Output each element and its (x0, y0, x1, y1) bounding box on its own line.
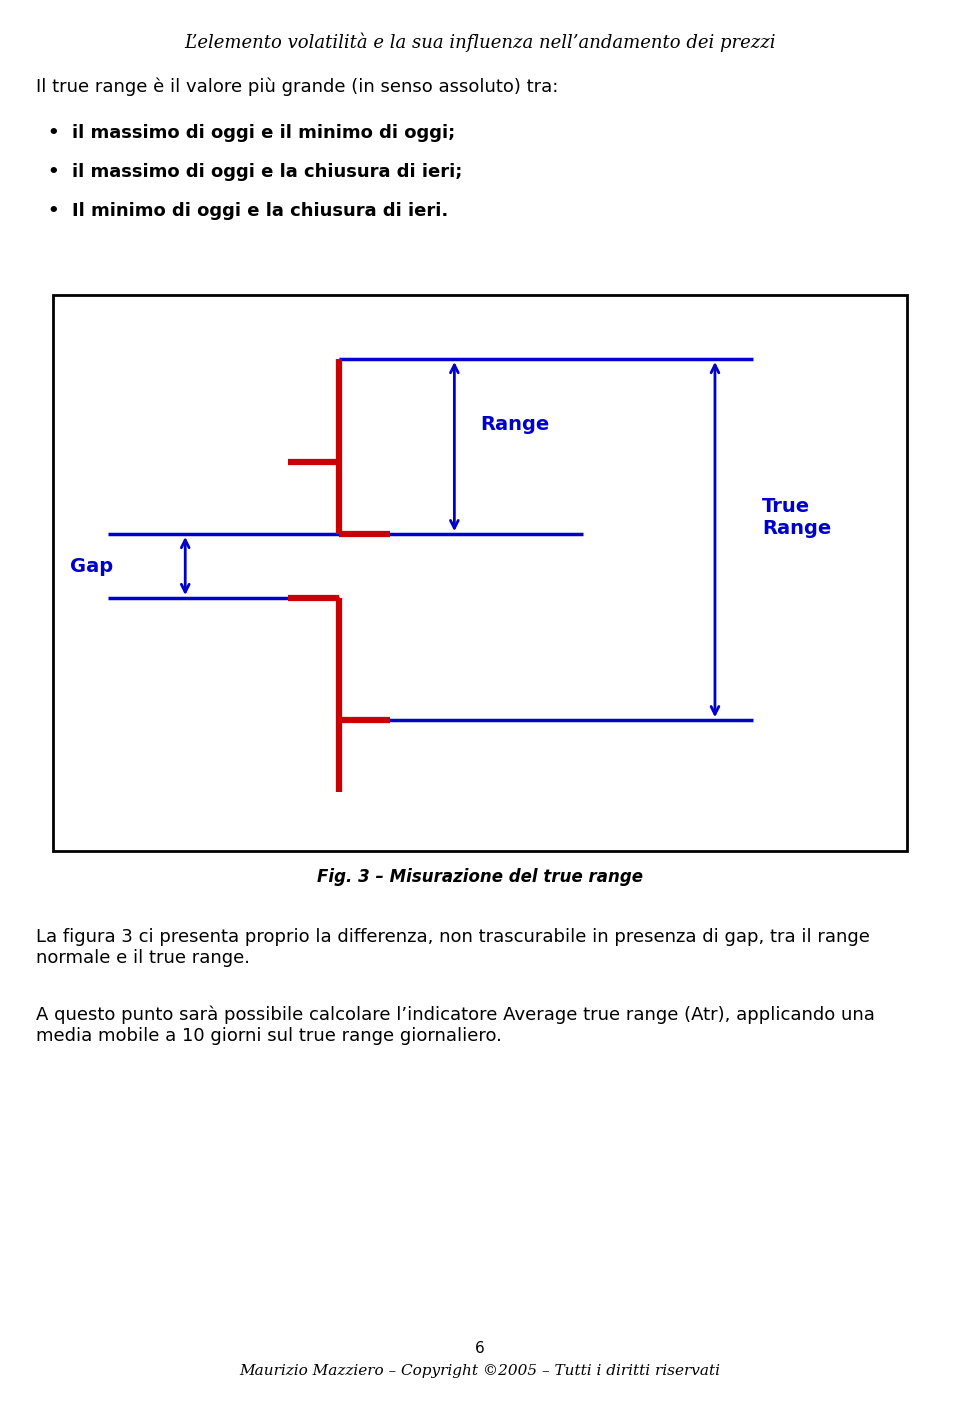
Text: A questo punto sarà possibile calcolare l’indicatore Average true range (Atr), a: A questo punto sarà possibile calcolare … (36, 1005, 876, 1045)
Text: Fig. 3 – Misurazione del true range: Fig. 3 – Misurazione del true range (317, 868, 643, 886)
Text: •: • (47, 124, 59, 142)
Text: il massimo di oggi e il minimo di oggi;: il massimo di oggi e il minimo di oggi; (72, 124, 455, 142)
Bar (53, 295, 907, 851)
Text: •: • (47, 202, 59, 221)
Text: Il true range è il valore più grande (in senso assoluto) tra:: Il true range è il valore più grande (in… (36, 77, 559, 96)
Text: •: • (47, 163, 59, 181)
Text: il massimo di oggi e la chiusura di ieri;: il massimo di oggi e la chiusura di ieri… (72, 163, 463, 181)
Text: 6: 6 (475, 1341, 485, 1357)
Text: Gap: Gap (70, 557, 113, 575)
Text: L’elemento volatilità e la sua influenza nell’andamento dei prezzi: L’elemento volatilità e la sua influenza… (184, 32, 776, 52)
Text: Maurizio Mazziero – Copyright ©2005 – Tutti i diritti riservati: Maurizio Mazziero – Copyright ©2005 – Tu… (239, 1364, 721, 1378)
Text: Il minimo di oggi e la chiusura di ieri.: Il minimo di oggi e la chiusura di ieri. (72, 202, 448, 221)
Text: True
Range: True Range (762, 496, 831, 538)
Text: La figura 3 ci presenta proprio la differenza, non trascurabile in presenza di g: La figura 3 ci presenta proprio la diffe… (36, 928, 871, 967)
Text: Range: Range (480, 415, 549, 434)
